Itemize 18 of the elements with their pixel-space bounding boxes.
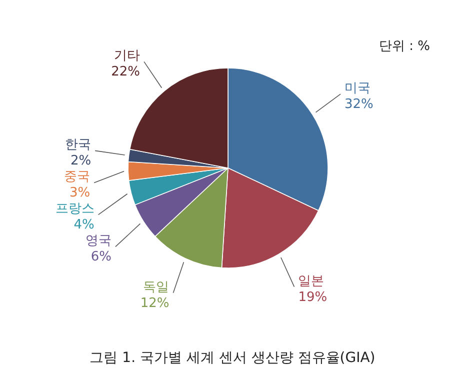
slice-label: 독일 <box>143 280 170 295</box>
slice-label: 일본 <box>298 274 324 289</box>
data-label: 3% <box>69 186 90 201</box>
text: 그림 1. 국가별 세계 센서 생산량 점유율(GIA) <box>90 350 376 366</box>
data-label: 12% <box>140 296 170 311</box>
data-label: 22% <box>111 64 140 80</box>
data-label: 4% <box>74 218 94 233</box>
data-label: 2% <box>70 154 92 169</box>
slice-label: 영국 <box>85 234 112 249</box>
slice-label: 프랑스 <box>55 202 94 217</box>
text: 단위 : % <box>379 39 430 54</box>
slice-label: 중국 <box>64 170 90 185</box>
slice-label: 한국 <box>65 138 92 153</box>
data-label: 32% <box>344 97 374 112</box>
data-label: 6% <box>90 250 112 265</box>
slice-label: 미국 <box>344 81 371 96</box>
slice-label: 기타 <box>114 48 140 64</box>
data-label: 19% <box>298 290 328 305</box>
